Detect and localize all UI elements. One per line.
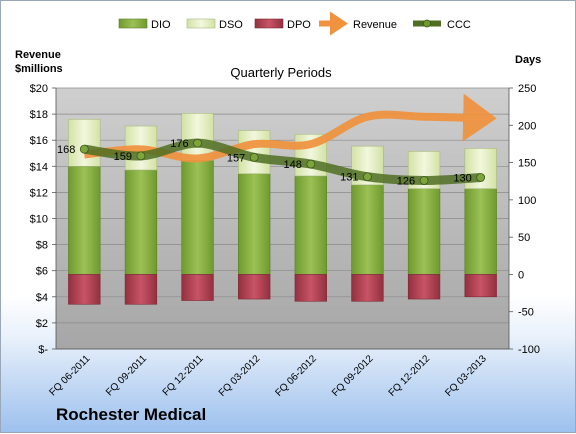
y-left-tick-label: $8 bbox=[36, 240, 48, 252]
bar-dpo bbox=[407, 274, 441, 300]
ccc-data-label: 148 bbox=[283, 159, 301, 171]
y-right-tick-label: -100 bbox=[518, 344, 540, 356]
x-tick-label: FQ 06-2011 bbox=[47, 353, 92, 398]
series-lines bbox=[79, 93, 497, 185]
x-tick-label: FQ 06-2012 bbox=[273, 353, 319, 399]
legend-marker-ccc bbox=[423, 19, 431, 28]
ccc-data-label: 157 bbox=[227, 152, 245, 164]
data-labels: 168 159 176 157 148 131 126 130 bbox=[57, 138, 472, 187]
y-left-tick-label: $20 bbox=[30, 83, 48, 95]
legend-label-dpo: DPO bbox=[287, 19, 311, 31]
y-right-tick-label: -50 bbox=[518, 307, 534, 319]
x-tick-label: FQ 03-2012 bbox=[217, 353, 263, 399]
bar-dpo bbox=[294, 274, 327, 302]
bar-dio bbox=[181, 160, 214, 275]
y-right-tick-label: 50 bbox=[518, 232, 530, 244]
y-left-tick-label: $12 bbox=[30, 187, 48, 199]
bar-dpo bbox=[181, 274, 214, 301]
ccc-point bbox=[249, 152, 259, 162]
y-left-tick-label: $16 bbox=[30, 135, 48, 147]
y-left-tick-label: $2 bbox=[36, 318, 48, 330]
legend-label-ccc: CCC bbox=[447, 19, 471, 31]
x-tick-label: FQ 12-2011 bbox=[161, 353, 206, 398]
ccc-data-label: 131 bbox=[340, 172, 358, 184]
x-tick-label: FQ 09-2012 bbox=[330, 353, 376, 399]
x-tick-label: FQ 03-2013 bbox=[443, 353, 489, 399]
bar-dpo bbox=[351, 274, 384, 302]
x-tick-label: FQ 12-2012 bbox=[387, 353, 433, 399]
bar-dio bbox=[124, 169, 158, 275]
ccc-data-label: 130 bbox=[453, 172, 471, 184]
ccc-point bbox=[476, 173, 486, 182]
bar-dpo bbox=[68, 274, 101, 305]
y-left-tick-label: $4 bbox=[36, 292, 48, 304]
bar-dio bbox=[351, 184, 384, 275]
bar-dio bbox=[464, 188, 497, 275]
ccc-point bbox=[136, 151, 146, 161]
y-left-label-line1: Revenue bbox=[15, 49, 61, 61]
legend-label-dso: DSO bbox=[219, 19, 243, 31]
ccc-line bbox=[83, 138, 481, 185]
bar-dpo bbox=[464, 274, 497, 298]
ccc-data-label: 159 bbox=[114, 151, 132, 163]
y-left-label-line2: $millions bbox=[15, 63, 63, 75]
legend-swatch-dpo bbox=[254, 18, 284, 29]
bar-dio bbox=[238, 173, 271, 275]
y-left-tick-label: $- bbox=[38, 344, 48, 356]
legend-swatch-dio bbox=[118, 18, 148, 29]
y-left-tick-label: $10 bbox=[30, 214, 48, 226]
ccc-point bbox=[363, 172, 372, 182]
ccc-data-label: 126 bbox=[397, 175, 415, 187]
y-right-tick-label: 100 bbox=[518, 195, 536, 207]
ccc-point bbox=[193, 138, 202, 148]
legend-swatch-dso bbox=[186, 18, 216, 29]
y-right-tick-label: 150 bbox=[518, 158, 536, 170]
ccc-data-label: 176 bbox=[170, 138, 188, 150]
bar-dpo bbox=[238, 274, 271, 300]
y-right-tick-label: 250 bbox=[518, 83, 536, 95]
revenue-line bbox=[83, 93, 497, 163]
legend: DIO DSO DPO Revenue CCC bbox=[118, 11, 471, 36]
bar-dio bbox=[407, 188, 441, 275]
y-left-tick-label: $14 bbox=[30, 161, 48, 173]
ccc-data-label: 168 bbox=[57, 144, 75, 156]
y-right-tick-label: 0 bbox=[518, 269, 524, 281]
bar-dio bbox=[294, 175, 327, 275]
y-right-tick-label: 200 bbox=[518, 120, 536, 132]
legend-label-dio: DIO bbox=[151, 19, 171, 31]
y-right-label: Days bbox=[515, 54, 541, 66]
ccc-point bbox=[79, 144, 89, 154]
bar-dio bbox=[68, 166, 101, 275]
ccc-point bbox=[306, 159, 316, 169]
x-tick-label: FQ 09-2011 bbox=[104, 353, 149, 398]
y-left-tick-label: $18 bbox=[30, 109, 48, 121]
y-left-tick-label: $6 bbox=[36, 266, 48, 278]
chart-title: Quarterly Periods bbox=[230, 65, 332, 80]
bar-dpo bbox=[124, 274, 158, 305]
bar-dso bbox=[68, 119, 101, 167]
company-name: Rochester Medical bbox=[56, 405, 207, 424]
ccc-point bbox=[419, 176, 429, 185]
legend-label-revenue: Revenue bbox=[353, 19, 397, 31]
